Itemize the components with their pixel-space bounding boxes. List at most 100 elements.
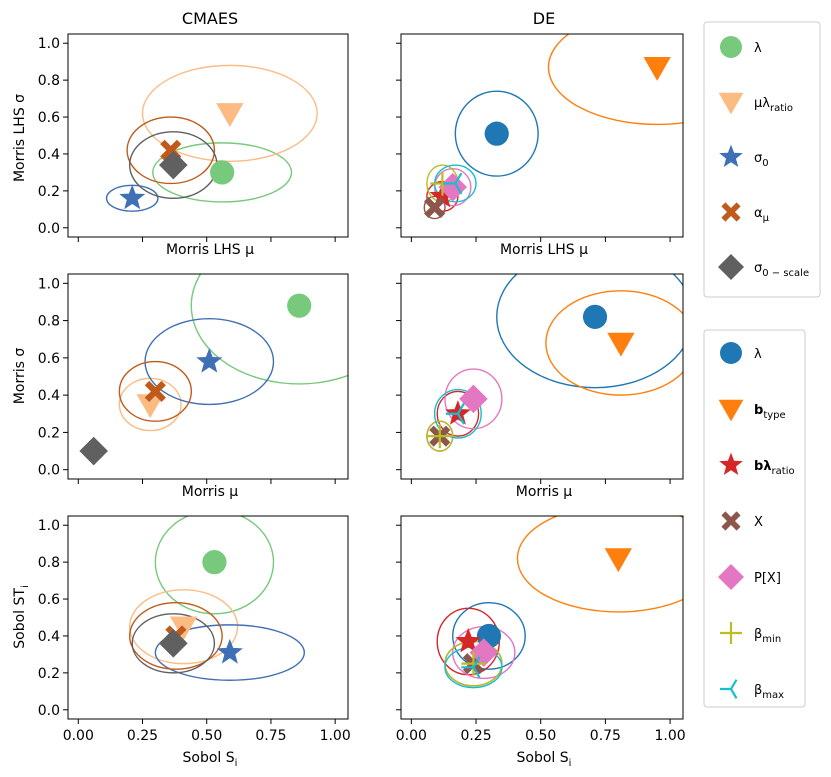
y-tick-label: 0.6 xyxy=(38,592,60,608)
y-tick-label: 1.0 xyxy=(38,36,60,52)
legend-label: σ0 xyxy=(754,151,769,169)
legend-entry: P[X] xyxy=(718,564,781,590)
legend-marker-5 xyxy=(718,564,744,590)
marker-point-6 xyxy=(461,651,486,676)
legend-label-main: X xyxy=(754,515,763,530)
data-markers xyxy=(455,548,632,679)
legend-label-main: λ xyxy=(754,347,762,362)
column-title-de: DE xyxy=(533,9,555,28)
legend-marker-4 xyxy=(721,511,741,531)
legend-label-sub: 0 xyxy=(762,158,768,169)
legend-label-main: bλ xyxy=(754,459,772,474)
x-tick-label: 1.00 xyxy=(320,728,351,744)
legend-label-main: b xyxy=(754,403,763,418)
legend-label-sub: 0 − scale xyxy=(762,268,809,279)
legend-label-main: β xyxy=(754,627,762,642)
legend-marker-5 xyxy=(718,254,744,280)
legend-entry: αμ xyxy=(721,202,770,224)
data-markers xyxy=(424,56,671,219)
marker-point-2 xyxy=(643,56,671,81)
xlabel-cmaes-sobol: Sobol Si xyxy=(183,750,238,769)
y-tick-label: 0.4 xyxy=(38,388,60,404)
legend-marker-2 xyxy=(718,399,744,422)
legend-marker-3 xyxy=(719,144,743,168)
legend-label-sub: min xyxy=(762,634,781,645)
legend-label: λ xyxy=(754,347,762,362)
xlabel-cmaes-morris: Morris μ xyxy=(182,484,239,500)
legend-label: βmax xyxy=(754,683,784,701)
y-tick-label: 0.4 xyxy=(38,629,60,645)
legend-label-sub: ratio xyxy=(772,466,795,477)
legend-entry: βmin xyxy=(720,622,781,645)
ellipse-1 xyxy=(452,602,526,670)
y-tick-label: 0.2 xyxy=(38,425,60,441)
legend-entry: λ xyxy=(720,342,762,364)
legend-label-main: λ xyxy=(754,41,762,56)
marker-point-5 xyxy=(438,172,468,202)
y-tick-label: 0.6 xyxy=(38,351,60,367)
x-tick-label: 0.00 xyxy=(63,728,94,744)
legend-label-sub: ratio xyxy=(770,103,793,114)
ylabel-morris: Morris σ xyxy=(12,348,28,405)
legend-entry: X xyxy=(721,511,763,531)
ylabel-sobol-sub: i xyxy=(20,585,31,588)
legend-label: βmin xyxy=(754,627,781,645)
marker-point-7 xyxy=(443,172,463,195)
legend-label-main: α xyxy=(754,206,763,221)
legend-label: λ xyxy=(754,41,762,56)
axes-frame xyxy=(67,515,349,720)
marker-point-5 xyxy=(159,150,188,180)
x-tick-label: 0.50 xyxy=(191,728,222,744)
x-tick-label: 0.00 xyxy=(396,728,427,744)
legend-marker-3 xyxy=(719,452,743,476)
legend-label-sub: μ xyxy=(763,213,770,224)
legend-label: X xyxy=(754,515,763,530)
ellipse-4 xyxy=(128,602,223,670)
legend-entry: σ0 xyxy=(719,144,769,169)
axes-frame xyxy=(67,33,349,238)
ellipse-1 xyxy=(154,516,275,615)
ellipse-2 xyxy=(141,64,318,163)
marker-point-4 xyxy=(424,196,446,219)
legend-entry: βmax xyxy=(720,679,784,701)
ellipse-4 xyxy=(126,116,216,185)
data-markers xyxy=(427,304,635,449)
legend-label-sub: max xyxy=(762,690,784,701)
legend-frame xyxy=(703,21,821,298)
panel-cmaes-morris: 0.0 0.2 0.4 0.6 0.8 1.0 xyxy=(38,273,349,484)
ellipse-2 xyxy=(545,290,683,396)
marker-point-3 xyxy=(196,347,223,373)
y-tick-label: 0.2 xyxy=(38,184,60,200)
xlabel-de-sobol: Sobol Si xyxy=(517,750,572,769)
uncertainty-ellipses xyxy=(90,274,348,455)
xlabel-cmaes-morris-lhs: Morris LHS μ xyxy=(166,242,254,258)
y-tick-label: 0.6 xyxy=(38,110,60,126)
marker-point-2 xyxy=(604,548,632,573)
legend-marker-7 xyxy=(720,679,738,699)
xlabel-cmaes-sobol-sub: i xyxy=(235,758,238,769)
y-tick-label: 0.8 xyxy=(38,314,60,330)
ellipse-4 xyxy=(423,195,446,220)
xlabel-cmaes-sobol-main: Sobol S xyxy=(183,750,235,766)
legend-entry: σ0 − scale xyxy=(718,254,809,280)
y-tick-label: 0.2 xyxy=(38,666,60,682)
ellipse-3 xyxy=(436,390,480,437)
ylabel-sobol: Sobol STi xyxy=(12,585,31,648)
panel-de-morris-lhs xyxy=(396,33,684,242)
marker-point-1 xyxy=(287,293,312,318)
panel-cmaes-morris-lhs: 0.0 0.2 0.4 0.6 0.8 1.0 xyxy=(38,33,349,242)
legend-label-main: σ xyxy=(754,261,762,276)
marker-point-1 xyxy=(582,304,608,329)
legend-label-main: μλ xyxy=(754,96,770,111)
legend-label: σ0 − scale xyxy=(754,261,809,279)
ellipse-7 xyxy=(433,388,482,439)
ellipse-3 xyxy=(144,318,275,406)
ellipse-1 xyxy=(190,274,348,385)
y-tick-label: 1.0 xyxy=(38,518,60,534)
ellipse-2 xyxy=(516,516,683,613)
ellipse-5 xyxy=(444,368,503,430)
legend-marker-4 xyxy=(721,202,741,222)
panel-de-sobol: 0.00 0.25 0.50 0.75 1.00 xyxy=(396,515,686,744)
